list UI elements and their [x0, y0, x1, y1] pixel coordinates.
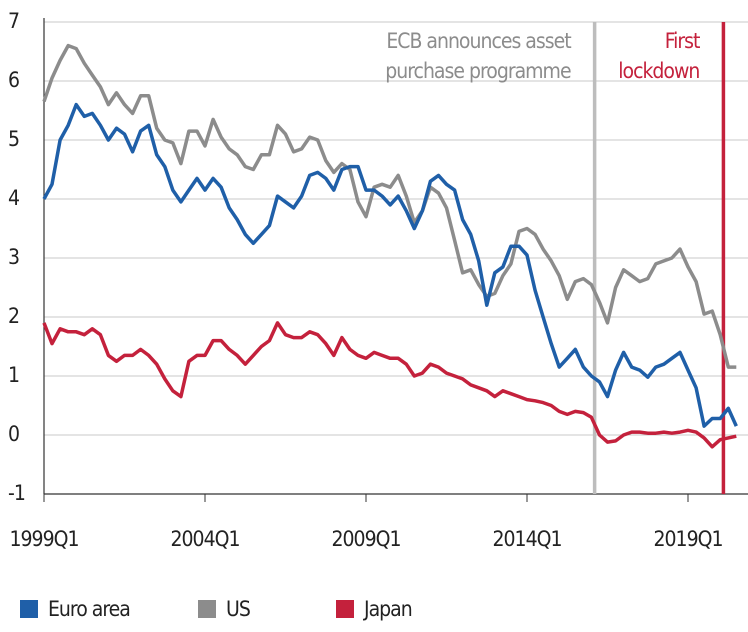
y-tick-label: 1 — [8, 363, 19, 387]
annotation-text: ECB announces asset — [386, 29, 571, 53]
y-tick-label: 3 — [8, 245, 19, 269]
legend-label: Euro area — [48, 597, 130, 621]
legend-label: Japan — [363, 597, 412, 621]
x-tick-label: 2009Q1 — [332, 527, 401, 551]
annotation-text: purchase programme — [385, 59, 571, 83]
y-tick-label: 2 — [8, 304, 19, 328]
legend-label: US — [226, 597, 250, 621]
legend-swatch — [198, 600, 216, 618]
y-tick-label: 6 — [8, 68, 19, 92]
legend-swatch — [336, 600, 354, 618]
x-tick-label: 1999Q1 — [10, 527, 79, 551]
x-tick-label: 2014Q1 — [493, 527, 562, 551]
y-tick-label: 7 — [8, 9, 19, 33]
series-line — [42, 102, 738, 428]
y-tick-label: 5 — [8, 127, 19, 151]
annotation-text: lockdown — [618, 59, 699, 83]
series-line — [42, 43, 737, 369]
annotation-text: First — [665, 29, 700, 53]
y-tick-label: 4 — [8, 186, 19, 210]
y-tick-label: 0 — [8, 422, 19, 446]
legend-swatch — [20, 600, 38, 618]
series-line — [42, 321, 737, 449]
x-tick-label: 2004Q1 — [171, 527, 240, 551]
y-tick-label: -1 — [8, 481, 25, 505]
x-tick-label: 2019Q1 — [654, 527, 723, 551]
